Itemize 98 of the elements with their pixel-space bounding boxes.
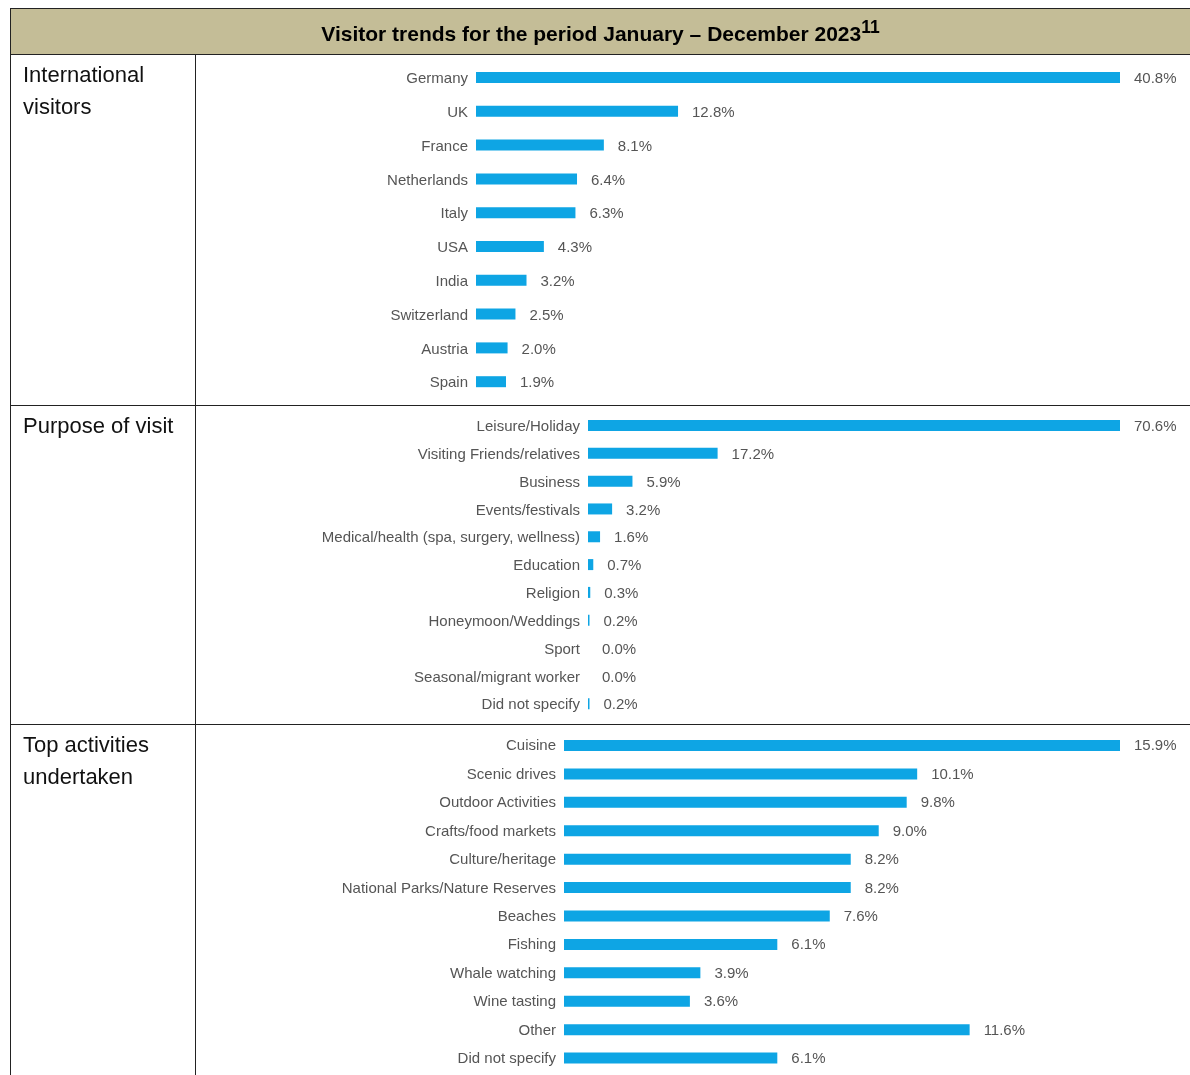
y-tick-label: UK <box>447 102 468 120</box>
bar <box>588 559 594 571</box>
bar <box>588 420 1120 431</box>
bar <box>476 173 578 185</box>
y-tick-label: Beaches <box>497 906 556 924</box>
bar <box>588 447 718 459</box>
bar <box>564 796 907 808</box>
data-label: 11.6% <box>983 1020 1026 1038</box>
y-tick-label: France <box>421 136 468 154</box>
y-tick-label: Culture/heritage <box>449 850 556 868</box>
data-label: 2.0% <box>521 339 556 357</box>
bar <box>564 967 701 979</box>
bar <box>564 740 1120 751</box>
y-tick-label: Education <box>513 556 580 574</box>
data-label: 4.3% <box>557 238 593 256</box>
y-tick-label: India <box>435 271 469 289</box>
data-label: 8.1% <box>617 136 653 154</box>
bar <box>476 207 576 219</box>
data-label: 0.7% <box>607 556 642 574</box>
y-tick-label: Did not specify <box>481 695 581 713</box>
bar <box>476 274 527 286</box>
data-label: 6.4% <box>591 170 626 188</box>
bar <box>476 376 506 388</box>
y-tick-label: Germany <box>406 69 469 87</box>
data-label: 9.8% <box>920 793 955 811</box>
y-tick-label: Wine tasting <box>473 992 556 1010</box>
y-tick-label: USA <box>437 238 468 256</box>
data-label: 70.6% <box>1134 417 1177 435</box>
bar <box>564 938 778 950</box>
data-label: 2.5% <box>529 305 564 323</box>
y-tick-label: Did not specify <box>457 1049 557 1067</box>
y-tick-label: Austria <box>421 339 469 357</box>
data-label: 3.9% <box>714 963 749 981</box>
y-axis-title: Purpose of visit <box>11 406 196 724</box>
y-tick-label: Medical/health (spa, surgery, wellness) <box>321 528 580 546</box>
data-label: 40.8% <box>1134 69 1177 87</box>
y-tick-label: Italy <box>440 204 469 222</box>
data-label: 0.2% <box>603 611 638 629</box>
data-label: 8.2% <box>864 878 899 896</box>
bar <box>564 882 851 894</box>
bar <box>588 475 633 487</box>
y-tick-label: Sport <box>544 639 581 657</box>
bar <box>564 1052 778 1064</box>
y-tick-label: Scenic drives <box>466 764 556 782</box>
bar <box>564 1024 970 1036</box>
bar <box>476 72 1120 83</box>
y-tick-label: National Parks/Nature Reserves <box>341 878 556 896</box>
data-label: 5.9% <box>646 472 681 490</box>
data-label: 3.2% <box>540 271 575 289</box>
y-tick-label: Cuisine <box>505 736 556 754</box>
y-tick-label: Honeymoon/Weddings <box>428 611 580 629</box>
y-tick-label: Leisure/Holiday <box>476 417 581 435</box>
data-label: 9.0% <box>892 821 927 839</box>
bar <box>476 308 516 320</box>
y-tick-label: Outdoor Activities <box>439 793 556 811</box>
y-tick-label: Crafts/food markets <box>425 821 556 839</box>
data-label: 15.9% <box>1134 736 1177 754</box>
y-tick-label: Religion <box>525 584 580 602</box>
data-label: 8.2% <box>864 850 899 868</box>
y-tick-label: Spain <box>429 373 468 391</box>
y-axis-title: International visitors <box>11 55 196 405</box>
data-label: 6.3% <box>589 204 624 222</box>
bar <box>564 768 918 780</box>
data-label: 3.6% <box>703 992 739 1010</box>
y-tick-label: Netherlands <box>387 170 468 188</box>
data-label: 1.9% <box>519 373 555 391</box>
data-label: 1.6% <box>614 528 649 546</box>
bar <box>476 139 604 151</box>
y-tick-label: Events/festivals <box>475 500 580 518</box>
y-axis-title: Top activities undertaken <box>11 725 196 1075</box>
y-tick-label: Switzerland <box>390 305 468 323</box>
bar <box>564 995 690 1007</box>
data-label: 0.0% <box>602 667 637 685</box>
y-tick-label: Visiting Friends/relatives <box>417 444 580 462</box>
chart-title: Visitor trends for the period January – December 2023$^{11}$ <box>11 9 1190 55</box>
bar <box>476 241 544 252</box>
bar <box>588 531 601 543</box>
y-tick-label: Whale watching <box>450 963 556 981</box>
bar <box>564 825 879 837</box>
data-label: 6.1% <box>791 1049 826 1067</box>
data-label: 10.1% <box>931 764 974 782</box>
data-label: 7.6% <box>843 906 878 924</box>
data-label: 3.2% <box>626 500 661 518</box>
y-tick-label: Business <box>519 472 580 490</box>
y-tick-label: Fishing <box>507 935 556 953</box>
bar <box>564 910 830 922</box>
data-label: 0.3% <box>604 584 639 602</box>
data-label: 12.8% <box>692 102 735 120</box>
y-tick-label: Seasonal/migrant worker <box>414 667 580 685</box>
bar <box>564 853 851 865</box>
bar <box>476 105 679 117</box>
data-label: 17.2% <box>731 444 775 462</box>
data-label: 0.2% <box>603 695 638 713</box>
data-label: 6.1% <box>791 935 826 953</box>
bar <box>476 342 508 354</box>
data-label: 0.0% <box>602 639 637 657</box>
bar <box>588 503 613 515</box>
y-tick-label: Other <box>518 1020 556 1038</box>
